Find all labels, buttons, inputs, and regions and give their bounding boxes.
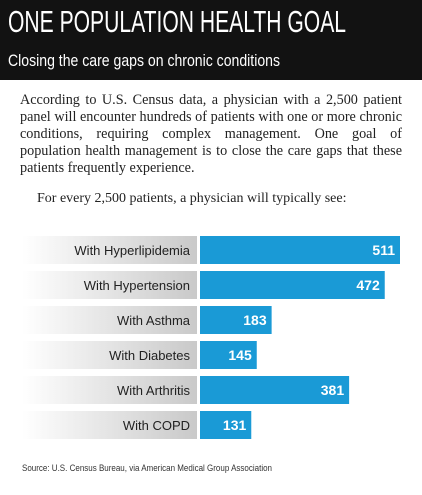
- category-label: With Hyperlipidemia: [74, 243, 190, 258]
- value-label: 145: [228, 347, 252, 363]
- category-label: With Asthma: [117, 313, 191, 328]
- header-title: ONE POPULATION HEALTH GOAL: [8, 4, 346, 39]
- value-label: 511: [372, 242, 395, 258]
- category-label: With Diabetes: [109, 348, 190, 363]
- value-label: 183: [243, 312, 267, 328]
- category-box: [22, 411, 197, 439]
- value-label: 381: [321, 382, 345, 398]
- category-box: [22, 376, 197, 404]
- intro-paragraph: According to U.S. Census data, a physici…: [20, 92, 402, 176]
- category-label: With Hypertension: [84, 278, 190, 293]
- bar: [200, 236, 400, 264]
- bar: [200, 376, 350, 404]
- bar: [200, 341, 257, 369]
- value-label: 472: [356, 277, 380, 293]
- category-label: With COPD: [123, 418, 190, 433]
- category-box: [22, 341, 197, 369]
- header-subtitle: Closing the care gaps on chronic conditi…: [8, 51, 280, 70]
- bar: [200, 306, 272, 334]
- category-label: With Arthritis: [117, 383, 190, 398]
- bar: [200, 271, 385, 299]
- category-box: [22, 271, 197, 299]
- header-band: [0, 0, 422, 80]
- category-box: [22, 306, 197, 334]
- bar: [200, 411, 252, 439]
- source: Source: U.S. Census Bureau, via American…: [22, 463, 272, 473]
- value-label: 131: [223, 417, 247, 433]
- category-box: [22, 236, 197, 264]
- chart-title: For every 2,500 patients, a physician wi…: [37, 191, 346, 206]
